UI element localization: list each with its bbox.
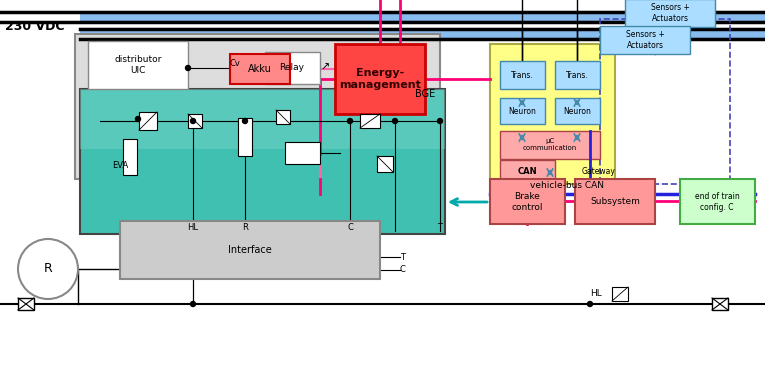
Bar	[712, 298, 728, 310]
Bar	[230, 54, 290, 84]
Text: Relay: Relay	[279, 64, 304, 72]
Bar	[625, 0, 715, 27]
Text: Sensors +
Actuators: Sensors + Actuators	[626, 30, 665, 50]
Bar	[575, 179, 655, 224]
Text: Neuron: Neuron	[508, 106, 536, 116]
Circle shape	[185, 66, 190, 70]
Bar	[123, 139, 137, 175]
Circle shape	[347, 119, 353, 124]
Text: C: C	[347, 222, 353, 232]
Text: Energy-
management: Energy- management	[339, 68, 421, 90]
Circle shape	[135, 116, 141, 122]
Text: μC
communication: μC communication	[522, 138, 577, 152]
Circle shape	[392, 119, 398, 124]
Bar	[555, 98, 600, 124]
Bar	[265, 52, 320, 84]
Text: Brake
control: Brake control	[511, 192, 542, 212]
Bar	[80, 89, 445, 149]
Text: end of train
config. C: end of train config. C	[695, 192, 740, 212]
Text: HL: HL	[590, 290, 602, 299]
Bar	[80, 89, 445, 234]
Bar	[18, 298, 34, 310]
Bar	[377, 156, 393, 172]
Bar	[612, 287, 628, 301]
Bar	[335, 44, 425, 114]
Text: R: R	[242, 222, 248, 232]
Bar	[490, 44, 615, 184]
Bar	[360, 114, 380, 128]
Text: C: C	[400, 266, 406, 274]
Text: vehicle-bus CAN: vehicle-bus CAN	[530, 182, 604, 191]
Text: T: T	[400, 252, 405, 262]
Circle shape	[190, 302, 196, 307]
Bar	[500, 61, 545, 89]
Text: HL: HL	[187, 222, 198, 232]
Circle shape	[190, 119, 196, 124]
Text: 230 VDC: 230 VDC	[5, 20, 64, 33]
Bar	[238, 118, 252, 156]
Circle shape	[243, 119, 248, 124]
Text: EVA: EVA	[112, 161, 129, 171]
Bar	[285, 142, 320, 164]
Bar	[88, 41, 188, 89]
Bar	[75, 34, 440, 179]
Text: Akku: Akku	[248, 64, 272, 74]
Bar	[490, 179, 565, 224]
Text: Interface: Interface	[228, 245, 272, 255]
Bar	[276, 110, 290, 124]
Bar	[500, 131, 600, 159]
Circle shape	[438, 119, 442, 124]
Text: BGE: BGE	[415, 89, 435, 99]
Text: Cv: Cv	[230, 58, 241, 67]
Text: ↗: ↗	[321, 63, 330, 73]
Bar	[139, 112, 157, 130]
Text: Gateway: Gateway	[582, 166, 616, 175]
Bar	[680, 179, 755, 224]
Text: Sensors +
Actuators: Sensors + Actuators	[650, 3, 689, 23]
Bar	[555, 61, 600, 89]
Bar	[600, 26, 690, 54]
Bar	[80, 29, 765, 39]
Text: T: T	[438, 222, 442, 232]
Text: Trans.: Trans.	[565, 70, 588, 80]
Bar	[500, 98, 545, 124]
Bar	[500, 160, 555, 182]
Text: CAN: CAN	[517, 166, 537, 175]
Text: Neuron: Neuron	[563, 106, 591, 116]
Bar	[120, 221, 380, 279]
Text: distributor
UIC: distributor UIC	[114, 55, 161, 75]
Circle shape	[588, 302, 593, 307]
Bar	[188, 114, 202, 128]
Circle shape	[18, 239, 78, 299]
Text: Subsystem: Subsystem	[590, 197, 640, 207]
Bar	[600, 19, 730, 184]
Bar	[80, 12, 765, 22]
Text: R: R	[44, 263, 52, 276]
Text: Trans.: Trans.	[510, 70, 533, 80]
